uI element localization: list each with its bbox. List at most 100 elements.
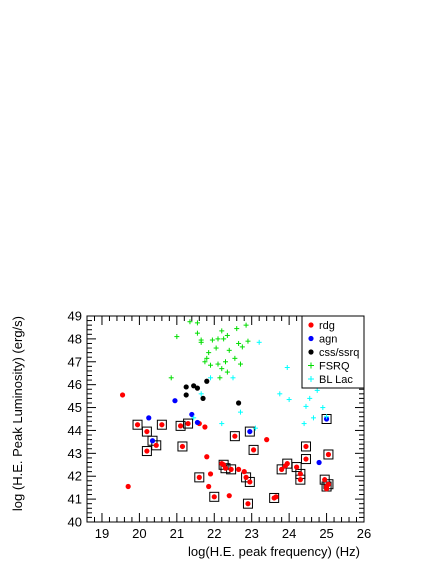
bl-lac-point — [286, 397, 292, 403]
fsrq-point — [208, 362, 214, 368]
rdg-point — [264, 437, 270, 443]
fsrq-point — [215, 361, 221, 367]
rdg-point — [247, 479, 253, 485]
bl-lac-point — [301, 421, 307, 427]
plot-border — [86, 315, 365, 523]
fsrq-point — [232, 355, 238, 361]
fsrq-point — [198, 339, 204, 345]
rdg-point — [119, 392, 126, 398]
fsrq-point — [209, 337, 215, 343]
rdg-point — [228, 466, 234, 472]
box-marker — [175, 420, 186, 431]
bl-lac-point — [284, 365, 290, 370]
css-ssrq-point — [204, 378, 210, 384]
box-marker — [141, 446, 152, 457]
rdg-point — [159, 422, 165, 428]
rdg-point — [222, 465, 229, 471]
rdg-point — [206, 483, 212, 490]
y-tick-label: 44 — [68, 423, 82, 438]
data-marks — [119, 319, 334, 509]
rdg-point — [226, 493, 232, 499]
box-marker — [244, 476, 255, 487]
box-marker — [300, 441, 311, 452]
css-ssrq-point — [183, 384, 189, 390]
box-marker — [141, 426, 152, 437]
legend-marker-agn — [308, 335, 314, 342]
legend-label-css-ssrq: css/ssrq — [319, 347, 359, 359]
rdg-point — [241, 469, 247, 475]
agn-point — [194, 419, 201, 426]
fsrq-point — [174, 334, 180, 340]
rdg-point — [232, 433, 238, 439]
rdg-point — [236, 466, 242, 472]
box-marker — [177, 441, 188, 452]
rdg-point — [294, 464, 300, 470]
bl-lac-point — [198, 391, 204, 397]
legend-marker-bl-lac — [308, 376, 314, 382]
rdg-point — [207, 471, 214, 477]
x-tick-label: 24 — [282, 526, 296, 541]
rdg-point — [202, 424, 208, 430]
agn-point — [247, 428, 253, 435]
box-marker — [269, 492, 280, 503]
fsrq-point — [194, 330, 200, 336]
legend-label-bl-lac: BL Lac — [319, 374, 353, 386]
fsrq-point — [224, 369, 230, 375]
bl-lac-point — [237, 409, 243, 415]
rdg-point — [196, 474, 202, 480]
rdg-point — [297, 471, 303, 477]
rdg-point — [144, 428, 150, 435]
legend-marker-css-ssrq — [308, 349, 314, 355]
fsrq-point — [202, 359, 208, 365]
plot-frame — [86, 315, 365, 523]
bl-lac-point — [191, 415, 197, 421]
agn-point — [149, 438, 156, 444]
box-marker — [248, 444, 259, 455]
fsrq-point — [239, 344, 245, 350]
fsrq-point — [204, 355, 210, 361]
fsrq-point — [168, 375, 174, 381]
y-tick-label: 46 — [68, 377, 82, 392]
rdg-point — [325, 481, 332, 487]
fsrq-point — [206, 350, 212, 356]
fsrq-point — [213, 345, 219, 351]
x-axis-label: log(H.E. peak frequency) (Hz) — [188, 544, 360, 559]
box-marker — [194, 472, 205, 483]
fsrq-point — [194, 320, 200, 326]
fsrq-point — [224, 332, 230, 338]
y-tick-label: 43 — [68, 446, 82, 461]
box-marker — [291, 462, 302, 473]
legend-label-rdg: rdg — [319, 320, 335, 332]
y-tick-label: 45 — [68, 400, 82, 415]
box-marker — [183, 418, 194, 429]
bl-lac-point — [310, 415, 316, 421]
box-marker — [276, 464, 287, 475]
x-tick-label: 23 — [244, 526, 258, 541]
bl-lac-point — [252, 425, 258, 431]
y-tick-label: 41 — [68, 492, 82, 507]
rdg-point — [185, 420, 191, 427]
fsrq-point — [223, 359, 228, 365]
rdg-point — [211, 494, 217, 500]
x-tick-label: 26 — [357, 526, 371, 541]
y-tick-label: 40 — [68, 515, 82, 530]
rdg-point — [134, 422, 141, 428]
box-marker — [229, 431, 240, 442]
agn-point — [316, 459, 322, 466]
box-marker — [151, 440, 162, 451]
legend-label-fsrq: FSRQ — [319, 361, 350, 373]
fsrq-point — [219, 366, 225, 372]
fsrq-point — [226, 347, 232, 353]
fsrq-point — [219, 328, 225, 334]
bl-lac-point — [208, 375, 214, 381]
rdg-point — [279, 466, 285, 472]
box-marker — [300, 454, 311, 465]
bl-lac-point — [324, 414, 330, 420]
bl-lac-point — [219, 421, 225, 427]
bl-lac-point — [307, 395, 313, 401]
rdg-point — [284, 461, 290, 467]
fsrq-point — [187, 319, 193, 325]
x-tick-label: 25 — [319, 526, 333, 541]
